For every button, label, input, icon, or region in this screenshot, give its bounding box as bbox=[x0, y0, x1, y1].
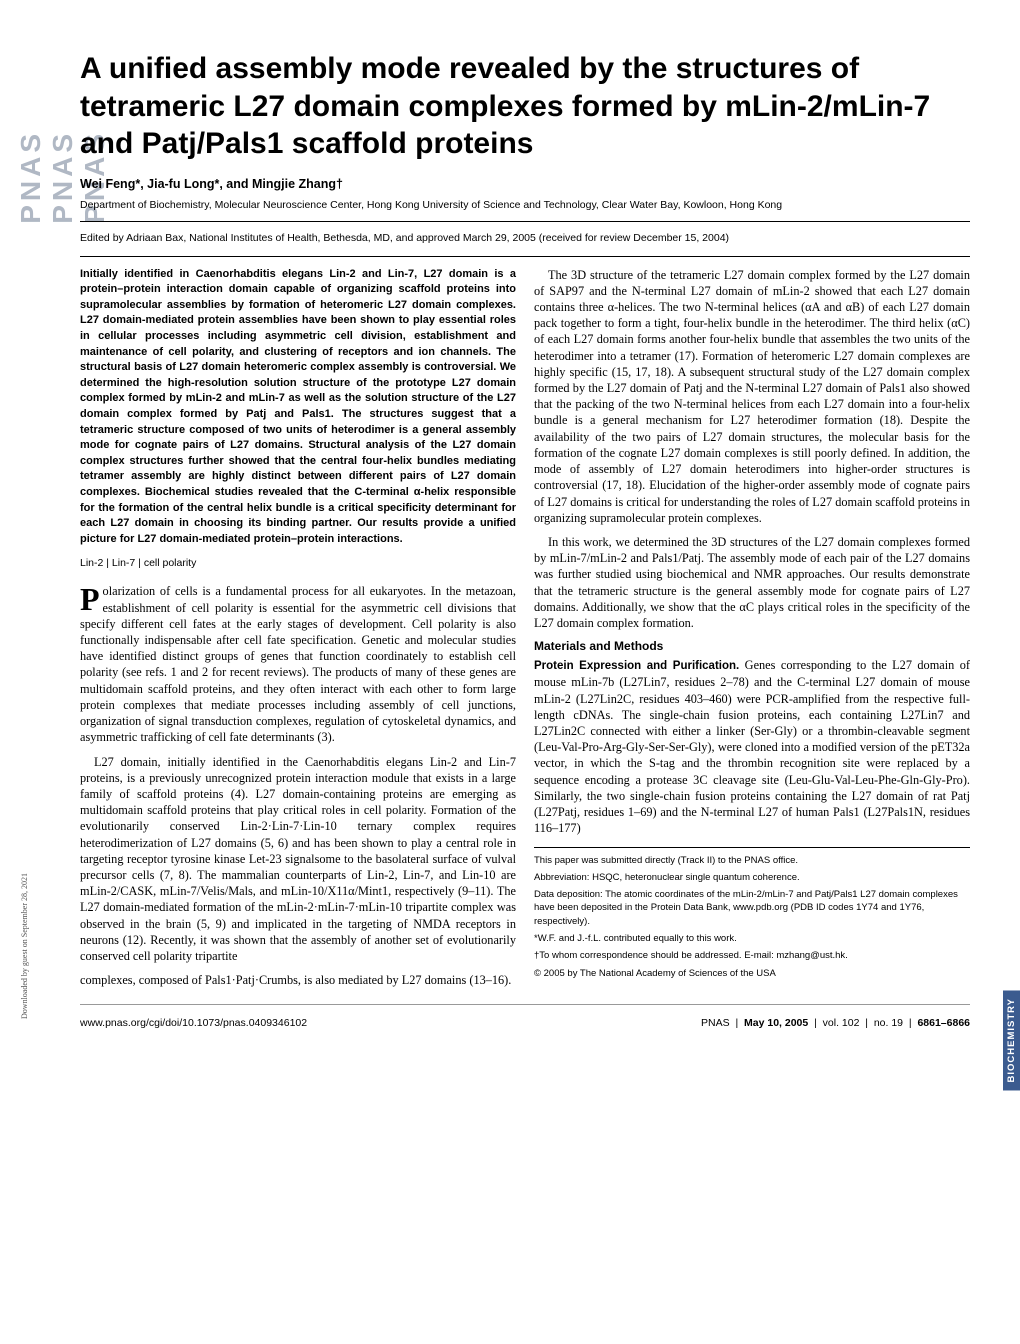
footnote-track: This paper was submitted directly (Track… bbox=[534, 854, 970, 867]
page-content: A unified assembly mode revealed by the … bbox=[0, 0, 1020, 1059]
two-column-body: Initially identified in Caenorhabditis e… bbox=[80, 267, 970, 991]
intro-para-1: Polarization of cells is a fundamental p… bbox=[80, 583, 516, 745]
abstract: Initially identified in Caenorhabditis e… bbox=[80, 267, 516, 548]
footnotes: This paper was submitted directly (Track… bbox=[534, 847, 970, 980]
footnote-abbreviation: Abbreviation: HSQC, heteronuclear single… bbox=[534, 871, 970, 884]
footer-pages: 6861–6866 bbox=[917, 1017, 970, 1029]
footer-doi: www.pnas.org/cgi/doi/10.1073/pnas.040934… bbox=[80, 1017, 307, 1029]
protein-expression-head: Protein Expression and Purification. bbox=[534, 660, 739, 672]
affiliation: Department of Biochemistry, Molecular Ne… bbox=[80, 199, 970, 211]
footer-vol: vol. 102 bbox=[823, 1017, 860, 1029]
footer-date: May 10, 2005 bbox=[744, 1017, 808, 1029]
edited-by: Edited by Adriaan Bax, National Institut… bbox=[80, 232, 970, 244]
divider bbox=[80, 221, 970, 222]
footer-journal: PNAS bbox=[701, 1017, 730, 1029]
divider bbox=[80, 256, 970, 257]
footnote-copyright: © 2005 by The National Academy of Scienc… bbox=[534, 967, 970, 980]
authors: Wei Feng*, Jia-fu Long*, and Mingjie Zha… bbox=[80, 177, 970, 191]
keywords: Lin-2 | Lin-7 | cell polarity bbox=[80, 557, 516, 571]
article-title: A unified assembly mode revealed by the … bbox=[80, 50, 970, 163]
col2-continuation: complexes, composed of Pals1·Patj·Crumbs… bbox=[80, 972, 516, 988]
materials-methods-head: Materials and Methods bbox=[534, 639, 970, 655]
protein-expression-para: Protein Expression and Purification. Gen… bbox=[534, 657, 970, 836]
footer-no: no. 19 bbox=[874, 1017, 903, 1029]
footer-citation: PNAS | May 10, 2005 | vol. 102 | no. 19 … bbox=[701, 1017, 970, 1029]
intro-para-2: L27 domain, initially identified in the … bbox=[80, 754, 516, 965]
footnote-data-deposition: Data deposition: The atomic coordinates … bbox=[534, 888, 970, 928]
page-footer: www.pnas.org/cgi/doi/10.1073/pnas.040934… bbox=[80, 1004, 970, 1029]
protein-expression-text: Genes corresponding to the L27 domain of… bbox=[534, 658, 970, 835]
background-para: The 3D structure of the tetrameric L27 d… bbox=[534, 267, 970, 527]
this-work-para: In this work, we determined the 3D struc… bbox=[534, 534, 970, 631]
footnote-correspondence: †To whom correspondence should be addres… bbox=[534, 949, 970, 962]
footnote-contribution: *W.F. and J.-f.L. contributed equally to… bbox=[534, 932, 970, 945]
